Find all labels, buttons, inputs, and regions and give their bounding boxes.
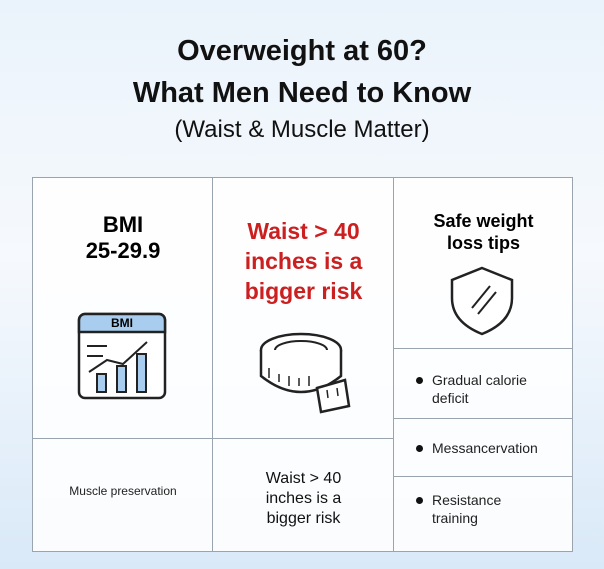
tips-cell: Safe weight loss tips [393,177,573,349]
list-line: training [432,510,478,526]
bmi-icon: BMI [77,312,167,400]
list-cell: Gradual calorie deficit [393,348,573,419]
waist-bottom-cell: Waist > 40 inches is a bigger risk [212,438,394,552]
muscle-cell: Muscle preservation [32,438,213,552]
list-line: Gradual calorie [432,372,527,388]
tape-icon [259,332,351,414]
bmi-range: 25-29.9 [85,238,161,263]
waist-line: Waist > 40 [247,218,360,244]
list-line: Messancervation [432,440,538,456]
title-line: Overweight at 60? [177,35,427,67]
bmi-cell: BMI 25-29.9 BMI [32,177,213,439]
waist-cell: Waist > 40 inches is a bigger risk [212,177,394,439]
list-cell: Messancervation [393,418,573,477]
waist-line: inches is a [244,248,363,274]
bmi-label: BMI [102,212,144,237]
list-item: Resistance training [416,491,501,527]
list-line: deficit [432,390,469,406]
waist-line: bigger risk [266,510,341,527]
icon-label: BMI [111,316,133,330]
title: Overweight at 60? What Men Need to Know [0,30,604,114]
shield-icon [450,266,514,336]
waist-line: inches is a [265,490,342,507]
list-cell: Resistance training [393,476,573,552]
list-line: Resistance [432,492,502,508]
waist-line: bigger risk [244,278,363,304]
subtitle: (Waist & Muscle Matter) [174,116,430,143]
list-item: Gradual calorie deficit [416,371,527,407]
waist-line: Waist > 40 [265,470,342,487]
title-line: What Men Need to Know [132,77,472,109]
muscle-text: Muscle preservation [69,484,177,498]
list-item: Messancervation [416,439,538,457]
tips-line: loss tips [446,233,521,253]
tips-line: Safe weight [433,211,534,231]
